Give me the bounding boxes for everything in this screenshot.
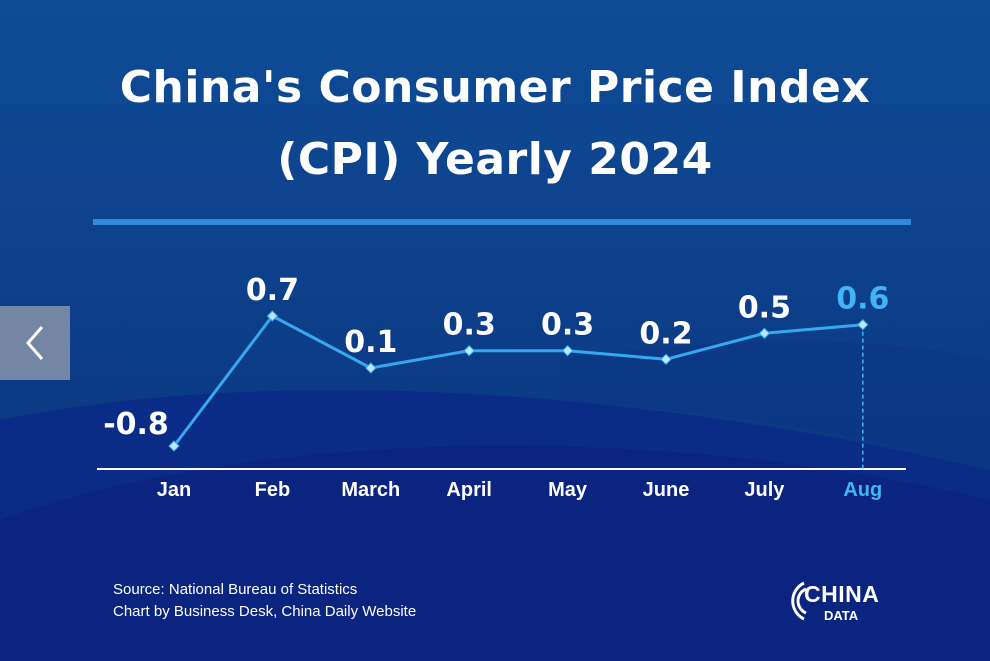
logo-subtext: DATA xyxy=(824,608,859,623)
previous-slide-button[interactable] xyxy=(0,306,70,380)
data-point xyxy=(660,353,672,366)
data-label: 0.7 xyxy=(246,273,299,308)
chart-title-line-1: China's Consumer Price Index xyxy=(119,62,871,113)
x-tick-label: May xyxy=(548,479,588,501)
data-point xyxy=(857,318,869,331)
data-point xyxy=(266,310,279,322)
x-tick-label: June xyxy=(643,479,690,501)
data-label: 0.2 xyxy=(639,316,692,351)
x-tick-label: April xyxy=(446,479,492,501)
x-tick-label: Aug xyxy=(843,479,882,501)
data-label: 0.5 xyxy=(738,290,791,325)
chart-title-line-2: (CPI) Yearly 2024 xyxy=(277,134,713,185)
credit-note: Chart by Business Desk, China Daily Webs… xyxy=(113,603,417,620)
cpi-series-line xyxy=(172,314,863,447)
data-label: 0.3 xyxy=(443,308,496,343)
title-divider xyxy=(93,219,911,225)
x-tick-label: March xyxy=(341,479,400,501)
data-point xyxy=(463,344,475,357)
x-tick-label: Feb xyxy=(255,479,291,501)
data-label: 0.1 xyxy=(344,325,397,360)
data-label: 0.3 xyxy=(541,308,594,343)
logo-rings-icon xyxy=(791,581,807,621)
data-label: -0.8 xyxy=(103,407,169,442)
x-tick-label: July xyxy=(744,479,785,501)
data-point xyxy=(168,440,180,452)
x-tick-label: Jan xyxy=(157,479,191,501)
data-label: 0.6 xyxy=(836,282,889,317)
data-point xyxy=(561,344,574,357)
chevron-left-icon xyxy=(26,326,44,360)
source-note: Source: National Bureau of Statistics xyxy=(113,581,358,598)
china-data-logo: CHINA DATA xyxy=(780,577,905,629)
data-point xyxy=(365,362,377,374)
data-point xyxy=(758,327,771,340)
logo-text: CHINA xyxy=(804,581,880,607)
